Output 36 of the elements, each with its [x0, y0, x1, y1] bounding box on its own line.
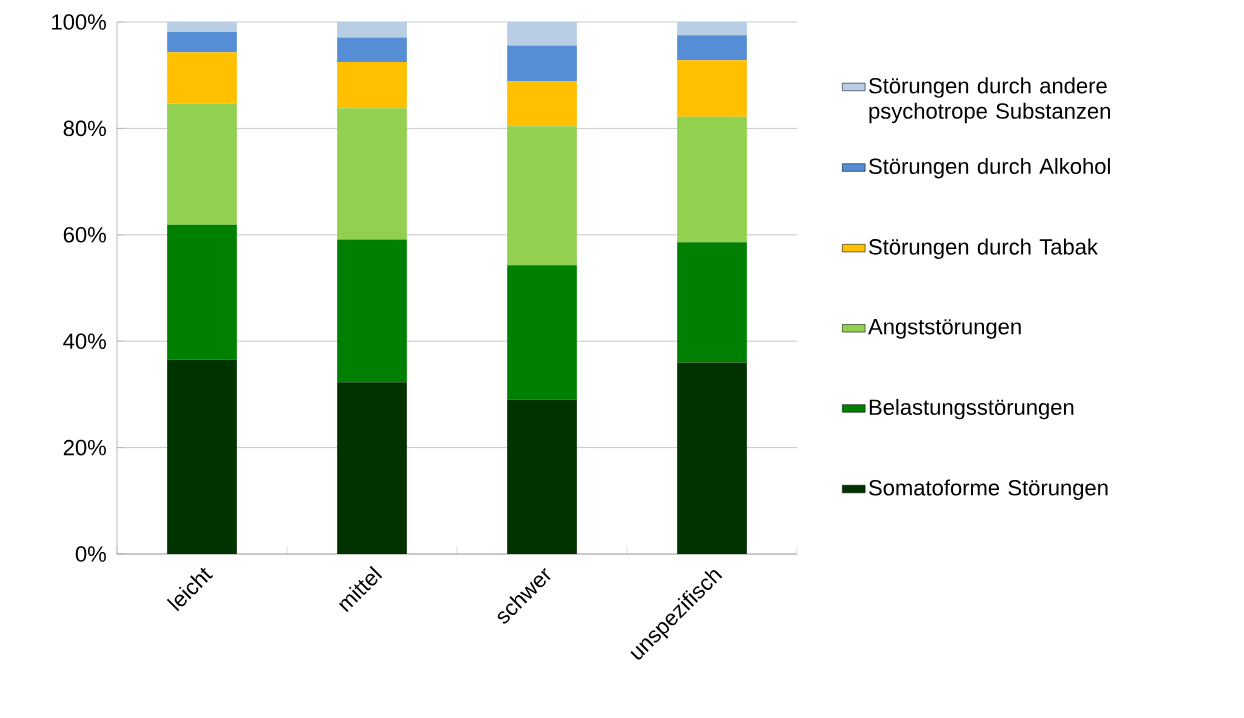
legend-label: Störungen durch Alkohol	[869, 157, 1110, 179]
bar	[677, 22, 747, 36]
bar	[167, 359, 237, 554]
y-tick-label: 60%	[63, 227, 106, 243]
bar	[507, 81, 577, 127]
bar	[337, 61, 407, 109]
y-tick-label: 80%	[63, 120, 106, 137]
bar	[507, 126, 577, 266]
bar	[337, 37, 407, 62]
bar	[677, 60, 747, 117]
bar	[337, 108, 407, 240]
bar	[677, 242, 747, 363]
legend-label: Störungen durch andere psychotrope Substanzen	[869, 77, 1110, 124]
legend-label: Angststörungen	[868, 319, 1021, 339]
bar	[507, 45, 577, 82]
legend-label: Somatoforme Störungen	[869, 479, 1108, 500]
bar	[677, 35, 747, 61]
bar	[677, 116, 747, 243]
bar	[337, 22, 407, 38]
bar	[167, 32, 237, 53]
bar	[507, 399, 577, 554]
bar	[507, 22, 577, 46]
bar	[167, 52, 237, 104]
legend-label: Belastungsstörungen	[869, 398, 1074, 420]
y-tick-label: 100%	[52, 14, 106, 30]
bar	[167, 22, 237, 33]
bar	[167, 103, 237, 225]
y-tick-label: 20%	[63, 439, 106, 456]
bar	[337, 382, 407, 554]
y-tick-label: 0%	[75, 546, 106, 562]
y-tick-label: 40%	[63, 333, 106, 349]
legend-label: Störungen durch Tabak	[869, 238, 1098, 260]
bar	[677, 362, 747, 554]
bar	[337, 239, 407, 383]
bar	[507, 265, 577, 400]
bar	[167, 224, 237, 360]
